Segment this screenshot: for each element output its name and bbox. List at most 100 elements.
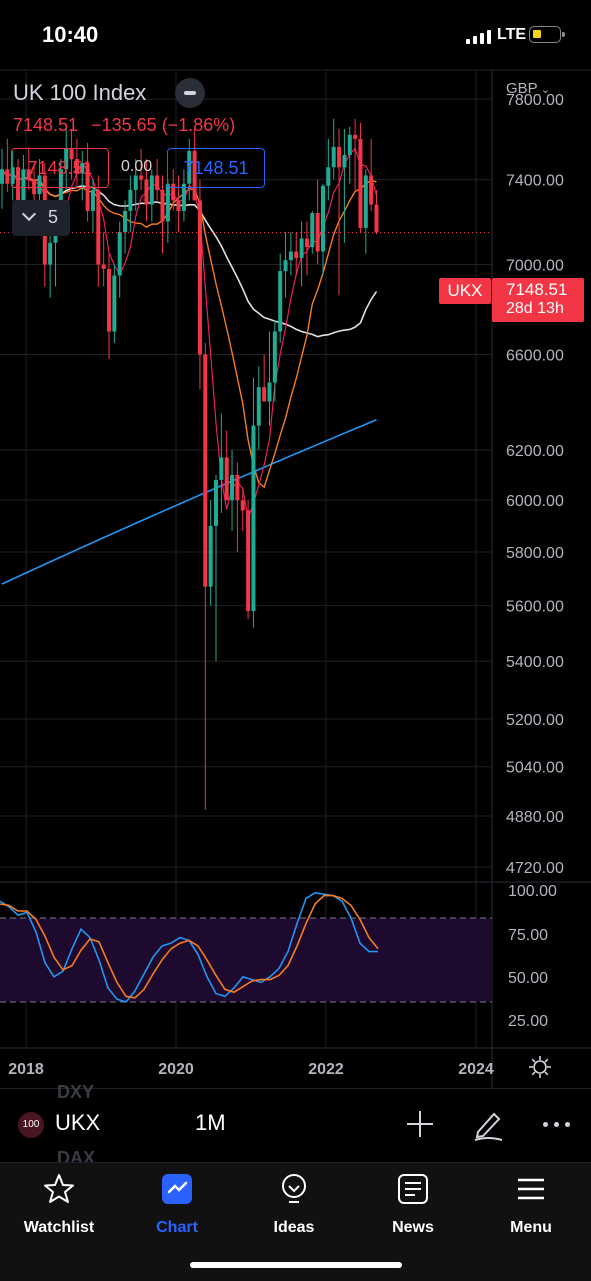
candle-body — [64, 148, 69, 170]
price-change-line: 7148.51 −135.65 (−1.86%) — [13, 115, 235, 136]
tab-label: Ideas — [273, 1219, 315, 1236]
chart-icon — [162, 1174, 192, 1204]
more-icon[interactable] — [541, 1112, 573, 1136]
buy-button[interactable]: 7148.51 — [167, 148, 265, 188]
chevron-down-icon: ⌄ — [537, 84, 550, 96]
candle-body — [267, 382, 272, 402]
candle-body — [369, 175, 374, 205]
stoch-level-label: 25.00 — [508, 1013, 548, 1030]
candle-body — [155, 175, 160, 190]
spread-value: 0.00 — [121, 158, 153, 175]
candle-body — [246, 510, 251, 612]
indicators-toggle[interactable]: 5 — [12, 200, 70, 236]
collapse-legend-button[interactable] — [175, 78, 205, 108]
stoch-d-line — [0, 894, 379, 999]
price-chart[interactable]: 7800.00 7400.00 7000.00 6600.00 6200.00 6000.… — [0, 0, 591, 1088]
tab-menu[interactable]: Menu — [481, 1172, 581, 1237]
candle-body — [165, 183, 170, 222]
candle-body — [219, 457, 224, 480]
symbol-selector[interactable]: UKX — [55, 1110, 101, 1135]
star-icon — [44, 1174, 74, 1203]
candle-body — [171, 183, 176, 201]
hamburger-icon — [518, 1178, 544, 1200]
currency-selector[interactable]: GBP ⌄ — [506, 80, 550, 97]
candle-body — [214, 479, 218, 526]
candle-body — [342, 155, 347, 168]
status-bar: 10:40 LTE — [0, 0, 591, 70]
y-tick-label: 5040.00 — [506, 760, 564, 777]
y-tick-label: 4880.00 — [506, 809, 564, 826]
candle-body — [69, 148, 74, 160]
y-tick-label: 7800.00 — [506, 92, 564, 109]
candle-body — [21, 169, 26, 201]
candle-body — [347, 134, 352, 156]
sell-button[interactable]: 7148.51 — [11, 148, 109, 188]
symbol-title[interactable]: UK 100 Index — [13, 80, 147, 105]
candle-body — [176, 200, 181, 211]
y-tick-label: 5800.00 — [506, 545, 564, 562]
candle-body — [272, 331, 277, 383]
interval-selector[interactable]: 1M — [195, 1110, 226, 1135]
tab-label: Menu — [510, 1219, 552, 1236]
y-tick-label: 6000.00 — [506, 493, 564, 510]
candle-body — [37, 175, 42, 195]
candle-body — [353, 134, 358, 139]
candle-body — [133, 175, 138, 190]
tab-watchlist[interactable]: Watchlist — [9, 1172, 109, 1237]
candle-body — [32, 179, 37, 195]
gear-icon[interactable] — [528, 1055, 552, 1079]
y-tick-label: 7000.00 — [506, 258, 564, 275]
candle-body — [90, 189, 95, 211]
add-icon[interactable] — [406, 1110, 434, 1138]
signal-icon — [466, 28, 492, 44]
candle-body — [224, 457, 229, 501]
bar-countdown: 28d 13h — [506, 300, 564, 317]
drawing-pen-icon[interactable] — [470, 1106, 506, 1142]
candle-body — [310, 213, 315, 248]
candle-body — [235, 474, 240, 501]
candle-body — [117, 232, 122, 276]
tab-label: Watchlist — [23, 1219, 95, 1236]
tab-chart[interactable]: Chart — [127, 1172, 227, 1237]
chart-toolbar — [0, 1088, 591, 1161]
battery-icon — [529, 26, 565, 43]
home-indicator — [190, 1262, 402, 1268]
candle-body — [294, 251, 299, 259]
candle-body — [283, 260, 288, 272]
price-change: −135.65 — [91, 115, 157, 135]
candle-body — [363, 175, 368, 228]
candle-body — [299, 238, 304, 259]
x-tick-label: 2022 — [308, 1061, 344, 1078]
tab-news[interactable]: News — [363, 1172, 463, 1237]
candle-body — [256, 387, 261, 426]
candle-body — [192, 150, 197, 201]
ma-blue-line — [1, 419, 377, 585]
status-time: 10:40 — [42, 22, 99, 47]
candle-body — [315, 213, 320, 252]
tab-label: Chart — [156, 1219, 198, 1236]
y-tick-label: 7400.00 — [506, 173, 564, 190]
price-tag-value: 7148.51 — [506, 280, 568, 299]
chevron-down-icon — [21, 206, 37, 222]
ma-white-line — [1, 168, 378, 338]
candle-body — [187, 150, 192, 184]
y-tick-label: 5200.00 — [506, 712, 564, 729]
candle-body — [181, 183, 186, 211]
candle-body — [16, 167, 21, 201]
ghost-symbol-top: DXY — [57, 1082, 95, 1102]
candle-body — [0, 169, 4, 184]
symbol-price-tag: UKX — [439, 278, 491, 304]
last-price: 7148.51 — [13, 115, 79, 135]
x-tick-label: 2018 — [8, 1061, 44, 1078]
candle-body — [331, 146, 336, 168]
candle-body — [48, 242, 53, 265]
candle-body — [208, 525, 213, 587]
candle-body — [262, 387, 267, 402]
candle-body — [74, 159, 79, 174]
candle-body — [128, 189, 133, 211]
x-tick-label: 2024 — [458, 1061, 494, 1078]
candle-body — [251, 425, 256, 612]
tab-ideas[interactable]: Ideas — [244, 1172, 344, 1237]
stoch-band — [0, 918, 492, 1002]
y-tick-label: 5600.00 — [506, 599, 564, 616]
